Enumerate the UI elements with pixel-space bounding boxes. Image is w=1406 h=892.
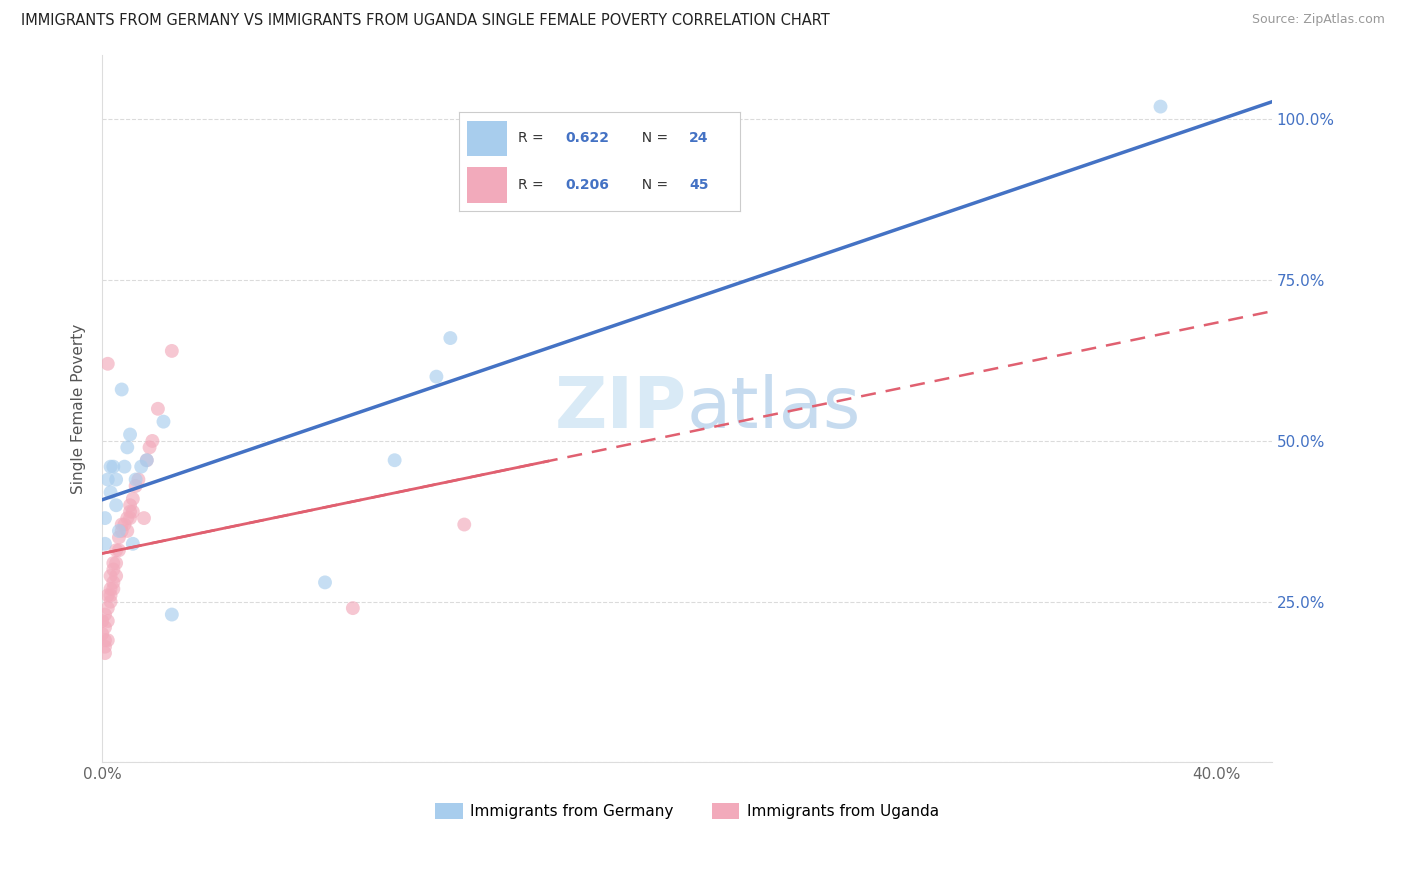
Point: [135, 453, 157, 467]
Point: [97, 601, 120, 615]
Point: [103, 459, 125, 474]
Point: [103, 556, 125, 570]
Point: [103, 562, 125, 576]
Point: [103, 575, 125, 590]
Text: ZIP: ZIP: [555, 375, 688, 443]
Point: [425, 369, 447, 384]
Point: [141, 434, 163, 448]
Point: [120, 427, 142, 442]
Point: [384, 453, 406, 467]
Point: [94, 620, 117, 634]
Point: [342, 601, 364, 615]
Point: [132, 511, 155, 525]
Point: [453, 517, 475, 532]
Point: [103, 582, 125, 596]
Text: Source: ZipAtlas.com: Source: ZipAtlas.com: [1251, 13, 1385, 27]
Point: [160, 607, 183, 622]
Point: [124, 473, 146, 487]
Point: [111, 517, 134, 532]
Point: [94, 640, 117, 654]
Point: [108, 524, 131, 538]
Point: [111, 524, 134, 538]
Point: [100, 459, 122, 474]
Point: [94, 607, 117, 622]
Point: [138, 441, 160, 455]
Point: [121, 505, 143, 519]
Y-axis label: Single Female Poverty: Single Female Poverty: [72, 324, 86, 494]
Point: [97, 633, 120, 648]
Point: [105, 569, 128, 583]
Point: [105, 543, 128, 558]
Point: [100, 588, 122, 602]
Point: [94, 511, 117, 525]
Point: [111, 383, 134, 397]
Text: IMMIGRANTS FROM GERMANY VS IMMIGRANTS FROM UGANDA SINGLE FEMALE POVERTY CORRELAT: IMMIGRANTS FROM GERMANY VS IMMIGRANTS FR…: [21, 13, 830, 29]
Point: [135, 453, 157, 467]
Point: [105, 556, 128, 570]
Point: [124, 479, 146, 493]
Point: [314, 575, 336, 590]
Point: [108, 530, 131, 544]
Point: [146, 401, 169, 416]
Text: atlas: atlas: [688, 375, 862, 443]
Point: [439, 331, 461, 345]
Point: [108, 543, 131, 558]
Point: [94, 537, 117, 551]
Point: [91, 614, 114, 628]
Point: [129, 459, 152, 474]
Point: [114, 459, 136, 474]
Point: [100, 595, 122, 609]
Point: [105, 498, 128, 512]
Point: [105, 473, 128, 487]
Point: [117, 524, 139, 538]
Point: [94, 633, 117, 648]
Point: [100, 582, 122, 596]
Point: [114, 517, 136, 532]
Point: [127, 473, 149, 487]
Point: [97, 614, 120, 628]
Point: [160, 343, 183, 358]
Point: [97, 357, 120, 371]
Point: [97, 473, 120, 487]
Point: [94, 646, 117, 660]
Point: [117, 441, 139, 455]
Point: [121, 491, 143, 506]
Point: [117, 511, 139, 525]
Point: [100, 569, 122, 583]
Point: [121, 537, 143, 551]
Point: [91, 627, 114, 641]
Point: [1149, 99, 1171, 113]
Point: [152, 415, 174, 429]
Point: [120, 511, 142, 525]
Point: [100, 485, 122, 500]
Legend: Immigrants from Germany, Immigrants from Uganda: Immigrants from Germany, Immigrants from…: [429, 797, 945, 825]
Point: [120, 498, 142, 512]
Point: [120, 505, 142, 519]
Point: [97, 588, 120, 602]
